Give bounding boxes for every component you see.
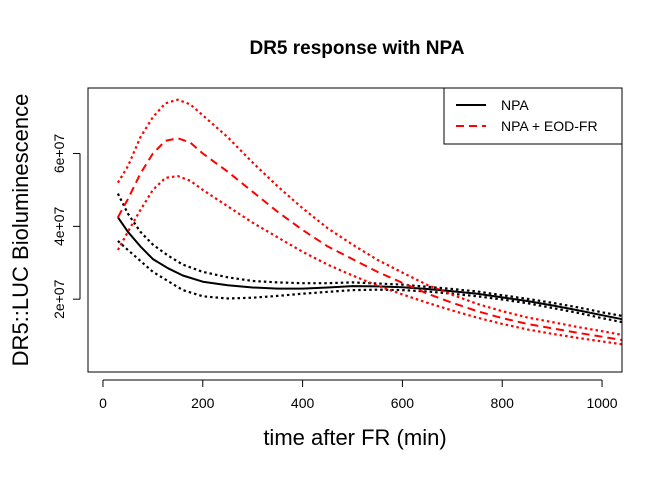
x-tick-label-4: 800 [491,395,515,411]
series-line-1 [116,193,623,317]
y-axis: 2e+07 4e+07 6e+07 [51,134,81,319]
y-axis-label: DR5::LUC Bioluminescence [8,94,33,367]
x-tick-label-5: 1000 [586,395,617,411]
chart-title: DR5 response with NPA [249,38,464,59]
series-line-2 [117,240,623,324]
x-tick-label-1: 200 [191,395,215,411]
x-axis: 0 200 400 600 800 1000 [99,379,618,411]
legend-label-1: NPA + EOD-FR [501,118,598,134]
y-tick-label-0: 2e+07 [51,279,67,319]
series-line-0 [117,216,623,321]
legend: NPA NPA + EOD-FR [443,87,623,145]
y-tick-label-1: 4e+07 [51,207,67,247]
legend-box [443,87,623,145]
x-tick-label-0: 0 [99,395,107,411]
series-layer [116,98,623,346]
series-line-4 [116,98,623,336]
legend-label-0: NPA [501,97,529,113]
series-line-3 [117,137,623,341]
x-tick-label-3: 600 [391,395,415,411]
x-tick-label-2: 400 [291,395,315,411]
plot-frame [87,87,623,373]
x-axis-label: time after FR (min) [263,425,446,450]
series-line-5 [116,175,623,346]
y-tick-label-2: 6e+07 [51,134,67,174]
